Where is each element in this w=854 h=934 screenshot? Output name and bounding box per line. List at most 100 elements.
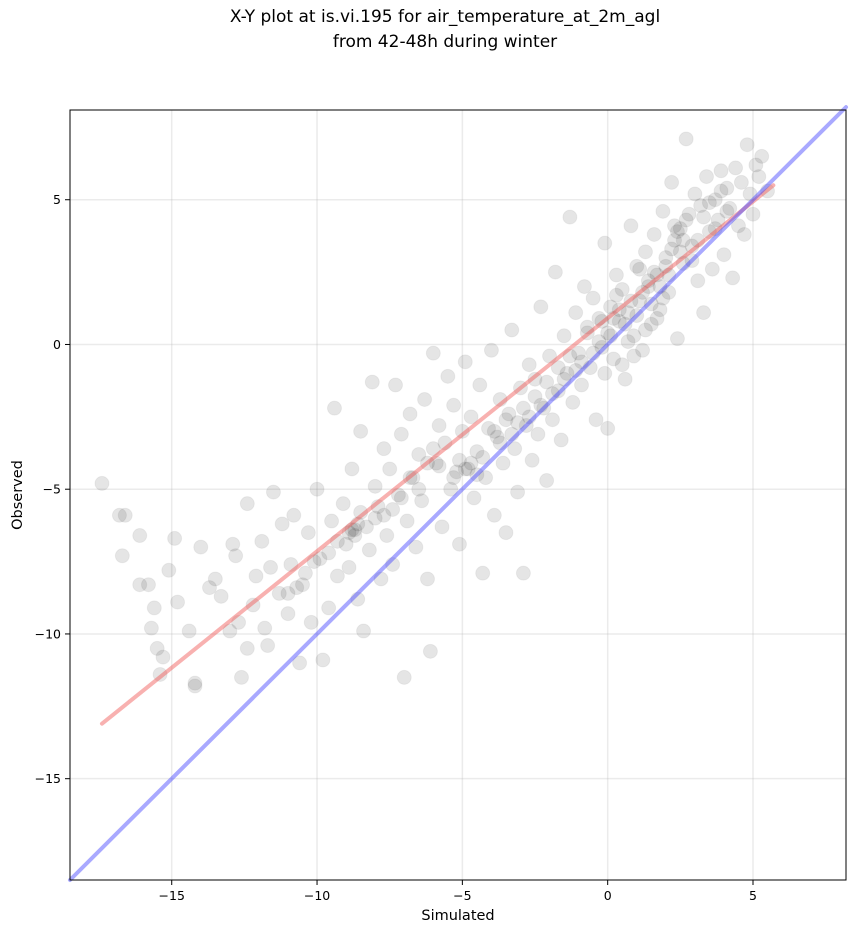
scatter-point [542,348,558,364]
scatter-point [239,640,255,656]
scatter-point [605,351,621,367]
scatter-point [678,212,694,228]
scatter-point [140,577,156,593]
scatter-point [510,415,526,431]
scatter-point [486,507,502,523]
scatter-point [411,481,427,497]
scatter-point [605,310,621,326]
scatter-point [367,510,383,526]
scatter-point [518,418,534,434]
scatter-point [553,432,569,448]
scatter-point [466,490,482,506]
x-tick-label: −15 [159,888,185,903]
scatter-point [597,365,613,381]
scatter-point [632,293,648,309]
scatter-point [367,478,383,494]
scatter-point [353,423,369,439]
scatter-point [451,536,467,552]
scatter-point [533,397,549,413]
scatter-point [591,310,607,326]
scatter-point [620,305,636,321]
scatter-point [457,354,473,370]
scatter-point [556,371,572,387]
scatter-point [111,507,127,523]
scatter-point [690,232,706,248]
scatter-point [222,623,238,639]
scatter-point [306,554,322,570]
scatter-point [379,528,395,544]
scatter-point [507,441,523,457]
scatter-point [341,525,357,541]
scatter-point [504,322,520,338]
scatter-point [390,487,406,503]
scatter-point [489,429,505,445]
scatter-point [684,238,700,254]
scatter-point [521,409,537,425]
scatter-point [617,316,633,332]
scatter-point [536,400,552,416]
scatter-point [684,253,700,269]
scatter-point [114,548,130,564]
scatter-point [739,137,755,153]
scatter-point [632,261,648,277]
scatter-point [143,620,159,636]
scatter-point [478,470,494,486]
scatter-point [440,368,456,384]
scatter-point [713,163,729,179]
scatter-point [649,310,665,326]
scatter-point [603,328,619,344]
scatter-point [469,467,485,483]
scatter-point [207,571,223,587]
scatter-point [635,342,651,358]
scatter-point [132,577,148,593]
scatter-point [571,345,587,361]
scatter-point [701,195,717,211]
scatter-point [658,258,674,274]
scatter-point [620,334,636,350]
scatter-point [370,499,386,515]
scatter-point [588,412,604,428]
scatter-point [486,423,502,439]
scatter-point [265,484,281,500]
scatter-point [751,169,767,185]
scatter-point [626,328,642,344]
scatter-point [617,371,633,387]
scatter-point [675,255,691,271]
scatter-point [443,481,459,497]
scatter-point [608,287,624,303]
scatter-point [161,562,177,578]
scatter-point [428,455,444,471]
scatter-point [402,470,418,486]
scatter-point [280,606,296,622]
scatter-point [286,507,302,523]
scatter-point [672,221,688,237]
scatter-point [425,345,441,361]
scatter-point [228,548,244,564]
scatter-point [414,493,430,509]
scatter-point [544,386,560,402]
scatter-point [591,334,607,350]
scatter-point [565,394,581,410]
scatter-point [449,464,465,480]
scatter-point [202,580,218,596]
scatter-point [669,224,685,240]
scatter-point [661,284,677,300]
scatter-point [326,400,342,416]
scatter-point [649,267,665,283]
scatter-point [399,513,415,529]
scatter-point [603,299,619,315]
x-tick-label: −5 [453,888,471,903]
scatter-point [431,458,447,474]
scatter-point [687,186,703,202]
scatter-point [667,218,683,234]
y-axis-label: Observed [10,460,26,530]
scatter-point [361,542,377,558]
axis-ticks: −15 −10 −5 0 5 −15 −10 −5 0 5 [35,192,757,903]
scatter-point [640,273,656,289]
scatter-point [312,551,328,567]
scatter-point [271,585,287,601]
scatter-point [225,536,241,552]
scatter-point [297,565,313,581]
scatter-point [481,420,497,436]
scatter-point [672,244,688,260]
